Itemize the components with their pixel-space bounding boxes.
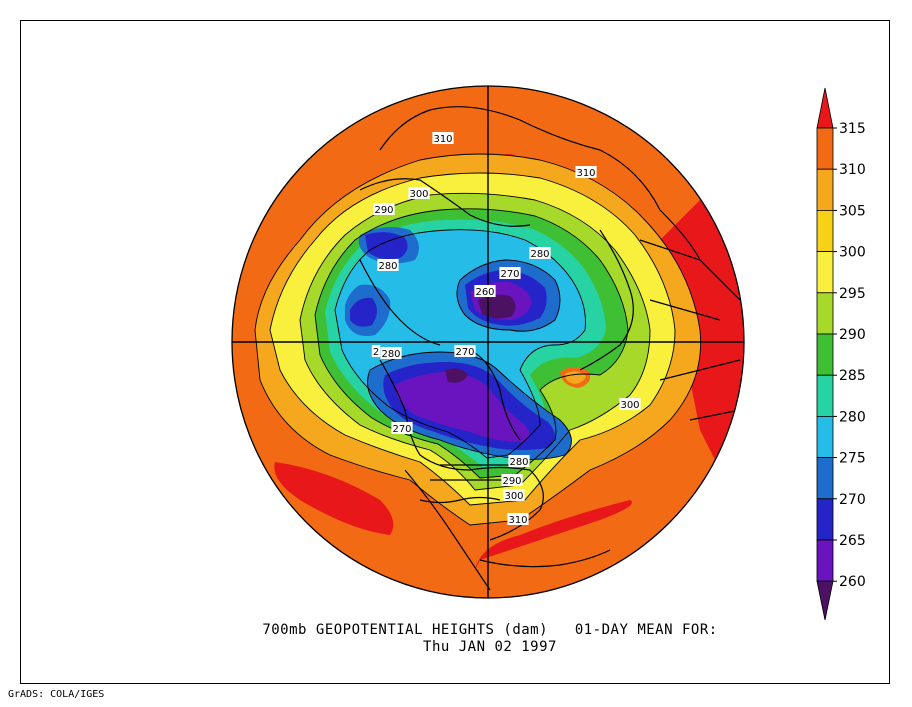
contour-label-box [408,187,430,199]
contour-label: 290 [502,476,521,487]
colorbar-tick-label: 265 [839,533,866,549]
title-line-1: 700mb GEOPOTENTIAL HEIGHTS (dam) 01-DAY … [262,622,718,638]
contour-label-box [380,347,402,359]
contour-label-box [619,398,641,410]
colorbar-tick-label: 275 [839,451,866,467]
contour-label-box [507,513,529,525]
contour-label-box [503,489,525,501]
colorbar-bin-5 [816,292,834,335]
contour-label: 270 [392,424,411,435]
contour-label: 290 [374,205,393,216]
colorbar-tick-label: 300 [839,245,866,261]
colorbar-bin-9 [816,457,834,500]
contour-label: 310 [576,168,595,179]
contour-label: 280 [530,249,549,260]
contour-label-box [391,422,413,434]
coastlines [359,106,741,591]
colorbar-tick-label: 285 [839,368,866,384]
credit-label: GrADS: COLA/IGES [8,689,105,700]
plot-frame [20,20,890,684]
contour-label: 310 [508,515,527,526]
colorbar-bin-0 [816,87,834,129]
colorbar-tick-label: 305 [839,203,866,219]
colorbar-bin-10 [816,498,834,541]
contour-label-box [432,132,454,144]
contour-label-box [499,267,521,279]
contour-label-box [373,203,395,215]
colorbar-bin-1 [816,127,834,170]
contour-label-box [454,345,476,357]
contour-label-box [529,247,551,259]
colorbar-tick-label: 295 [839,286,866,302]
contour-label: 280 [509,457,528,468]
colorbar-tick-label: 270 [839,492,866,508]
contour-label: 280 [378,261,397,272]
contour-label-box [371,345,381,357]
contour-label: 270 [500,269,519,280]
colorbar-tick-label: 280 [839,409,866,425]
colorbar-tick-label: 315 [839,121,866,137]
contour-label: 260 [475,287,494,298]
contour-label-box [508,455,530,467]
colorbar-bin-8 [816,415,834,458]
contour-label-box [377,259,399,271]
band-above-315-west [274,462,394,535]
contour-label-box [575,166,597,178]
colorbar-bin-12 [816,580,834,621]
colorbar-bin-11 [816,539,834,582]
title-line-2: Thu JAN 02 1997 [423,639,557,655]
colorbar: 315 310 305 300 295 290 285 280 275 270 265 260 [816,87,866,621]
band-above-315-south [475,500,632,570]
contour-label: 310 [433,134,452,145]
contour-label: 300 [504,491,523,502]
contour-label-box [501,474,523,486]
contour-label: 300 [409,189,428,200]
contour-label: 270 [455,347,474,358]
colorbar-bin-3 [816,209,834,252]
colorbar-tick-label: 310 [839,162,866,178]
contour-label: 300 [620,400,639,411]
colorbar-tick-label: 260 [839,574,866,590]
colorbar-bin-4 [816,251,834,294]
contour-label: 280 [381,349,400,360]
colorbar-bin-6 [816,333,834,376]
band-265-270 [395,372,530,442]
colorbar-bin-2 [816,168,834,211]
height-field [232,86,744,598]
contour-label-box [474,285,496,297]
colorbar-bin-7 [816,374,834,417]
contour-label: 2 [373,347,379,358]
colorbar-tick-label: 290 [839,327,866,343]
